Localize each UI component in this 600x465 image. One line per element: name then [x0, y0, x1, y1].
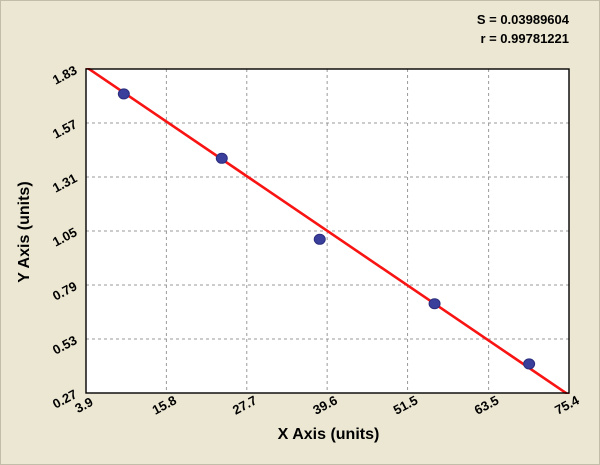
svg-text:15.8: 15.8	[150, 392, 179, 417]
svg-text:1.05: 1.05	[50, 224, 79, 249]
svg-text:0.79: 0.79	[50, 278, 79, 303]
y-axis-label: Y Axis (units)	[16, 181, 33, 283]
r-value: r = 0.99781221	[480, 30, 569, 46]
svg-text:1.31: 1.31	[50, 170, 79, 195]
fit-statistics: S = 0.03989604 r = 0.99781221	[477, 11, 569, 49]
svg-text:63.5: 63.5	[472, 392, 501, 417]
s-value: S = 0.03989604	[476, 12, 569, 27]
svg-text:0.53: 0.53	[50, 332, 79, 357]
svg-text:3.9: 3.9	[72, 394, 95, 416]
svg-text:51.5: 51.5	[391, 392, 420, 417]
svg-text:75.4: 75.4	[552, 392, 582, 417]
svg-text:39.6: 39.6	[310, 392, 339, 417]
svg-text:1.57: 1.57	[50, 116, 79, 141]
x-axis-label: X Axis (units)	[277, 426, 380, 443]
svg-text:1.83: 1.83	[50, 62, 79, 87]
svg-text:27.7: 27.7	[230, 392, 259, 417]
